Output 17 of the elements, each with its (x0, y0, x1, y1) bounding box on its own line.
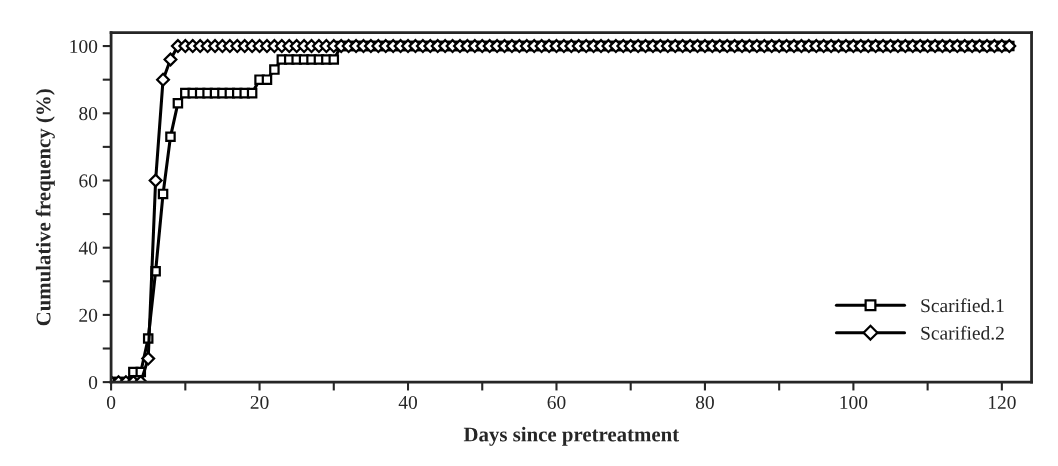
x-tick-label: 100 (840, 395, 868, 409)
y-tick-label: 40 (78, 241, 98, 255)
y-tick-label: 80 (79, 107, 98, 121)
legend-label: Scarified.1 (921, 298, 1004, 313)
y-tick-label: 60 (79, 174, 98, 188)
y-axis-title: Cumulative frequency (%) (35, 89, 55, 326)
x-tick-label: 40 (398, 395, 417, 409)
y-tick-label: 100 (70, 39, 98, 53)
x-tick-label: 60 (547, 395, 566, 409)
legend-label: Scarified.2 (921, 325, 1004, 340)
x-tick-label: 0 (106, 395, 116, 409)
x-tick-label: 80 (695, 395, 714, 409)
x-axis-title: Days since pretreatment (463, 426, 680, 446)
y-tick-label: 20 (79, 308, 98, 322)
x-tick-label: 20 (250, 395, 269, 409)
y-tick-label: 0 (88, 375, 98, 390)
x-tick-label: 120 (988, 395, 1016, 409)
